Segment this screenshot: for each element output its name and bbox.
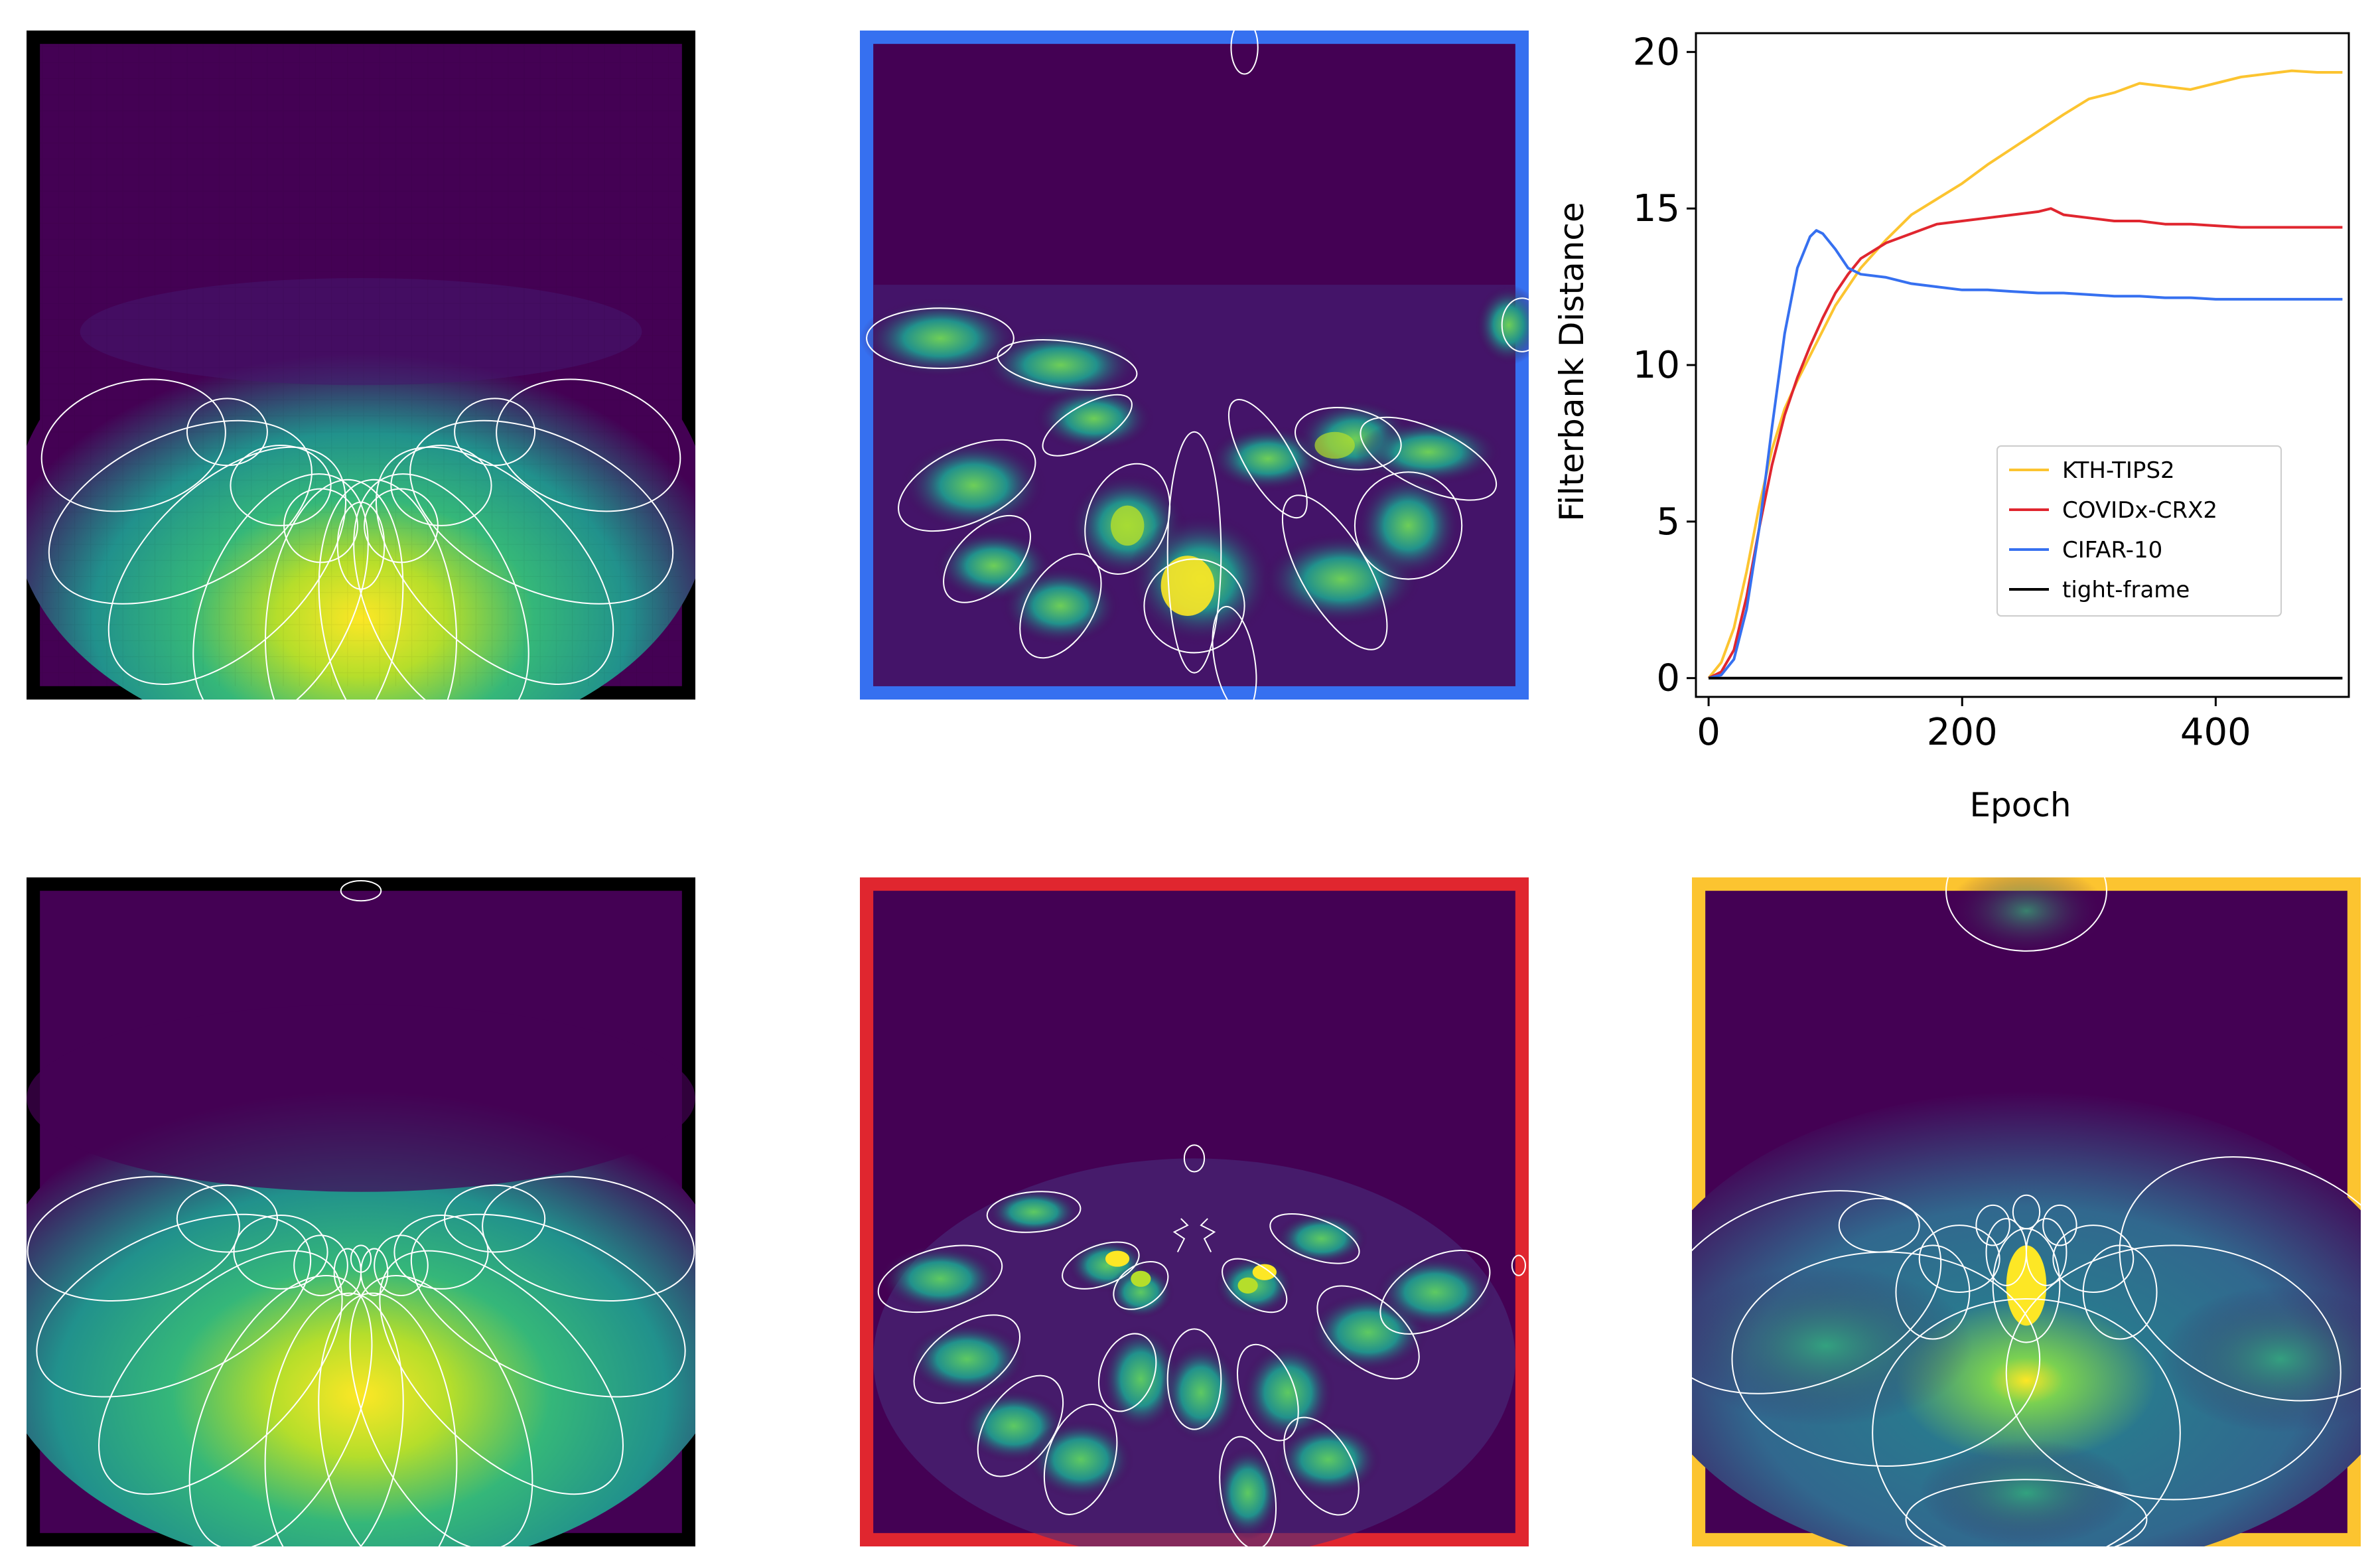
heatmap-bottom-right: [1692, 877, 2361, 1546]
line-chart: 0 200 400 0 5 10 15 20 Epoch Filterbank Distanc…: [1553, 31, 2350, 824]
y-tick-label: 20: [1633, 31, 1680, 74]
legend-label: KTH-TIPS2: [2062, 457, 2175, 484]
heatmap-panel-top-middle: [860, 31, 1529, 700]
x-tick-label: 200: [1927, 711, 1998, 754]
x-tick-label: 0: [1697, 711, 1720, 754]
heatmap-panel-bottom-right: [1692, 877, 2361, 1546]
heatmap-bottom-middle: [860, 877, 1529, 1546]
heatmap-top-middle: [860, 31, 1529, 700]
heatmap-bottom-left: [27, 877, 695, 1546]
plot-axes: 0 200 400 0 5 10 15 20: [1633, 31, 2350, 754]
heatmap-panel-bottom-middle: [860, 877, 1529, 1546]
series-line-covidx-crx2: [1708, 207, 2343, 680]
y-tick-label: 5: [1656, 500, 1680, 544]
x-axis-label: Epoch: [1969, 786, 2071, 824]
heatmap-panel-top-left: [27, 31, 695, 700]
legend: KTH-TIPS2 COVIDx-CRX2 CIFAR-10 tight-frame: [1996, 445, 2282, 617]
y-tick-label: 0: [1656, 657, 1680, 700]
x-tick-label: 400: [2180, 711, 2251, 754]
series-line-cifar-10: [1708, 229, 2343, 680]
legend-label: tight-frame: [2062, 577, 2190, 603]
legend-box: [1996, 445, 2282, 617]
legend-label: COVIDx-CRX2: [2062, 497, 2217, 524]
heatmap-top-left: [27, 31, 695, 700]
y-tick-label: 10: [1633, 344, 1680, 387]
series-line-kth-tips2: [1707, 69, 2343, 679]
y-axis-label: Filterbank Distance: [1553, 202, 1591, 521]
series-lines: [1707, 69, 2343, 680]
y-tick-label: 15: [1633, 187, 1680, 230]
legend-label: CIFAR-10: [2062, 537, 2162, 563]
heatmap-panel-bottom-left: [27, 877, 695, 1546]
